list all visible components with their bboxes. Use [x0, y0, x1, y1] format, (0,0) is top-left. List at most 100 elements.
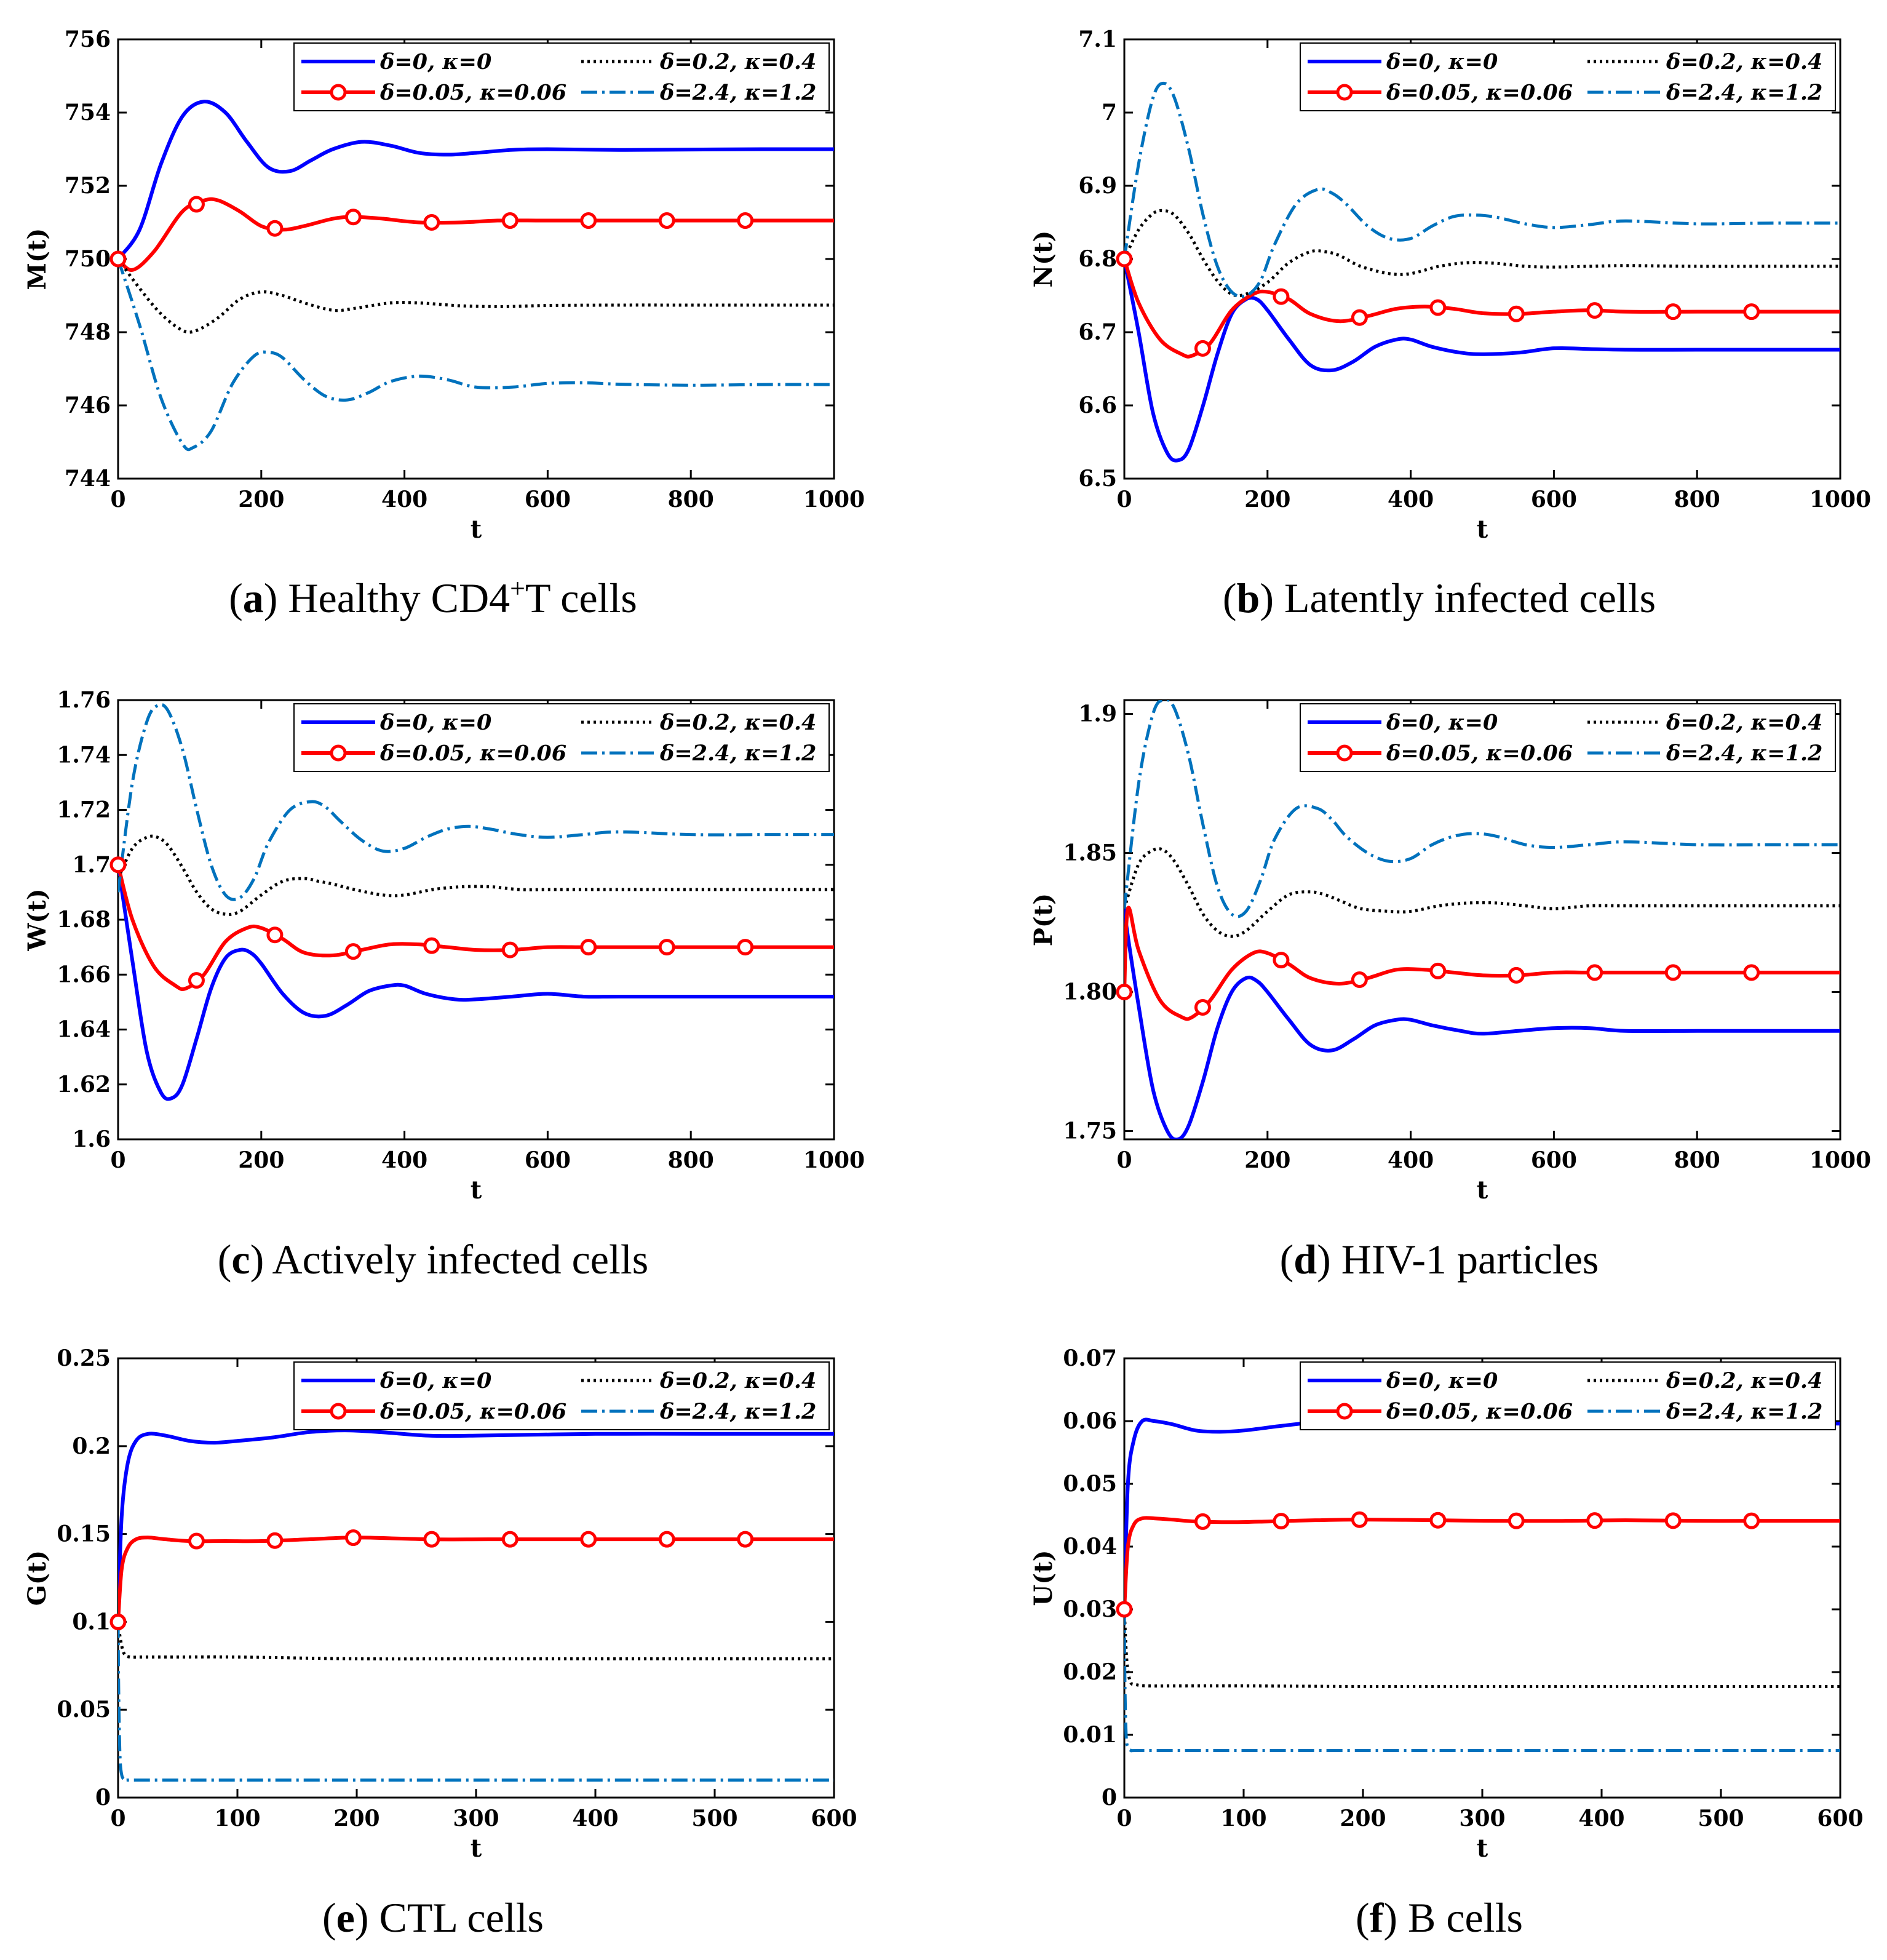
panel-caption: (b) Latently infected cells: [1223, 575, 1656, 621]
y-tick-label: 1.74: [57, 742, 111, 768]
panel-c: 0 200 400 600 800 1000 1.6 1.62 1.64 1.66 1.68 1.7 1…: [23, 687, 865, 1205]
series-marker-point: [266, 926, 284, 944]
caption-text: Healthy CD4: [288, 575, 510, 621]
x-tick-label: 500: [1698, 1806, 1744, 1831]
x-tick-label: 800: [668, 487, 714, 512]
legend: δ=0, κ=0 δ=0.2, κ=0.4 δ=0.05, κ=0.06 δ=2.4,…: [293, 1361, 830, 1430]
y-tick-label: 1.75: [1063, 1118, 1117, 1144]
series-marker-point: [658, 939, 675, 956]
y-tick-label: 1.85: [1063, 840, 1117, 866]
y-axis-label: G(t): [23, 1550, 52, 1606]
series-marker-point: [1586, 1512, 1603, 1529]
panel-caption: (a) Healthy CD4+T cells: [229, 573, 637, 622]
y-tick-label: 0: [1102, 1785, 1117, 1811]
series-marker-point: [188, 1532, 205, 1550]
series-black-dotted-line: [1124, 1609, 1840, 1689]
series-marker-point: [423, 937, 440, 954]
x-tick-label: 400: [1388, 487, 1434, 512]
series-marker-point: [1116, 1601, 1133, 1618]
caption-paren-close: ): [1317, 1236, 1341, 1283]
caption-text: Actively infected cells: [272, 1236, 649, 1283]
series-marker-point: [423, 214, 440, 231]
x-tick-label: 400: [381, 487, 427, 512]
x-tick-label: 400: [1388, 1147, 1434, 1173]
x-tick-label: 800: [668, 1147, 714, 1173]
legend-marker: [330, 84, 347, 101]
legend-box: [1300, 1361, 1836, 1430]
series-marker-point: [1664, 964, 1682, 981]
x-tick-label: 200: [1340, 1806, 1386, 1831]
legend-box: [293, 703, 830, 772]
legend-box: [293, 1361, 830, 1430]
caption-paren-close: ): [1383, 1894, 1408, 1941]
y-tick-label: 1.9: [1078, 701, 1117, 727]
legend: δ=0, κ=0 δ=0.2, κ=0.4 δ=0.05, κ=0.06 δ=2.4,…: [1300, 42, 1836, 111]
series-marker-point: [1743, 303, 1760, 321]
legend-entry-label: δ=0.05, κ=0.06: [1386, 80, 1573, 105]
series-group: [1124, 700, 1840, 1139]
legend-marker: [1336, 744, 1353, 762]
legend-entry-label: δ=2.4, κ=1.2: [659, 1399, 816, 1424]
series-red-markers-line: [1124, 906, 1840, 1021]
series-marker-point: [1116, 983, 1133, 1000]
caption-paren-open: (: [229, 575, 243, 621]
series-black-dotted-line: [118, 1622, 834, 1661]
x-axis-label: t: [471, 1176, 482, 1205]
x-tick-label: 1000: [1810, 487, 1871, 512]
x-tick-label: 0: [1116, 1147, 1132, 1173]
panel-caption: (e) CTL cells: [322, 1894, 544, 1941]
x-tick-label: 400: [572, 1806, 618, 1831]
series-lightblue-dashdot-line: [1124, 1609, 1840, 1753]
series-marker-point: [737, 212, 754, 229]
series-blue-line: [1124, 258, 1840, 463]
series-marker-point: [580, 939, 597, 956]
y-tick-label: 0.05: [57, 1697, 111, 1723]
caption-text: B cells: [1408, 1894, 1523, 1941]
y-tick-label: 752: [65, 173, 111, 199]
series-marker-point: [1273, 288, 1290, 305]
x-tick-label: 300: [453, 1806, 499, 1831]
x-tick-label: 800: [1674, 1147, 1720, 1173]
y-tick-label: 0.04: [1063, 1534, 1117, 1560]
y-tick-label: 6.9: [1078, 173, 1117, 199]
caption-paren-close: ): [264, 575, 288, 621]
y-tick-label: 1.80: [1063, 979, 1117, 1005]
panel-d: 0 200 400 600 800 1000 1.75 1.80 1.85 1.9 t P(t) δ=0…: [1029, 699, 1871, 1205]
x-tick-label: 0: [110, 1806, 125, 1831]
series-marker-point: [1194, 340, 1211, 357]
caption-paren-close: ): [250, 1236, 272, 1283]
y-tick-label: 7.1: [1078, 26, 1117, 52]
x-tick-label: 200: [238, 487, 284, 512]
series-marker-point: [344, 209, 362, 226]
y-tick-label: 0.07: [1063, 1345, 1117, 1371]
series-marker-point: [1743, 1512, 1760, 1529]
legend-marker: [330, 744, 347, 762]
y-tick-label: 0.15: [57, 1521, 111, 1547]
series-blue-line: [118, 100, 834, 260]
legend-marker: [1336, 1403, 1353, 1420]
series-lightblue-dashdot-line: [1124, 81, 1840, 298]
legend-entry-label: δ=0, κ=0: [1386, 1368, 1498, 1393]
y-tick-label: 0.06: [1063, 1408, 1117, 1434]
caption-paren-close: ): [355, 1894, 379, 1941]
series-marker-point: [1508, 305, 1525, 322]
y-axis-label: M(t): [23, 228, 52, 290]
caption-paren-open: (: [1356, 1894, 1370, 1941]
series-marker-point: [266, 1532, 284, 1549]
series-marker-point: [1508, 966, 1525, 984]
y-tick-label: 1.66: [57, 962, 111, 987]
caption-letter: c: [231, 1236, 250, 1283]
y-tick-label: 6.8: [1078, 246, 1117, 272]
y-tick-label: 6.5: [1078, 466, 1117, 492]
legend-entry-label: δ=2.4, κ=1.2: [659, 741, 816, 766]
legend-entry-label: δ=0, κ=0: [379, 710, 491, 735]
x-axis-label: t: [471, 515, 482, 544]
x-tick-label: 0: [110, 487, 125, 512]
series-black-dotted-line: [118, 834, 834, 916]
x-tick-label: 600: [525, 1147, 571, 1173]
x-tick-label: 200: [1244, 487, 1290, 512]
y-tick-label: 6.6: [1078, 392, 1117, 418]
y-tick-label: 1.64: [57, 1017, 111, 1043]
y-tick-label: 1.72: [57, 797, 111, 823]
caption-letter: a: [243, 575, 264, 621]
